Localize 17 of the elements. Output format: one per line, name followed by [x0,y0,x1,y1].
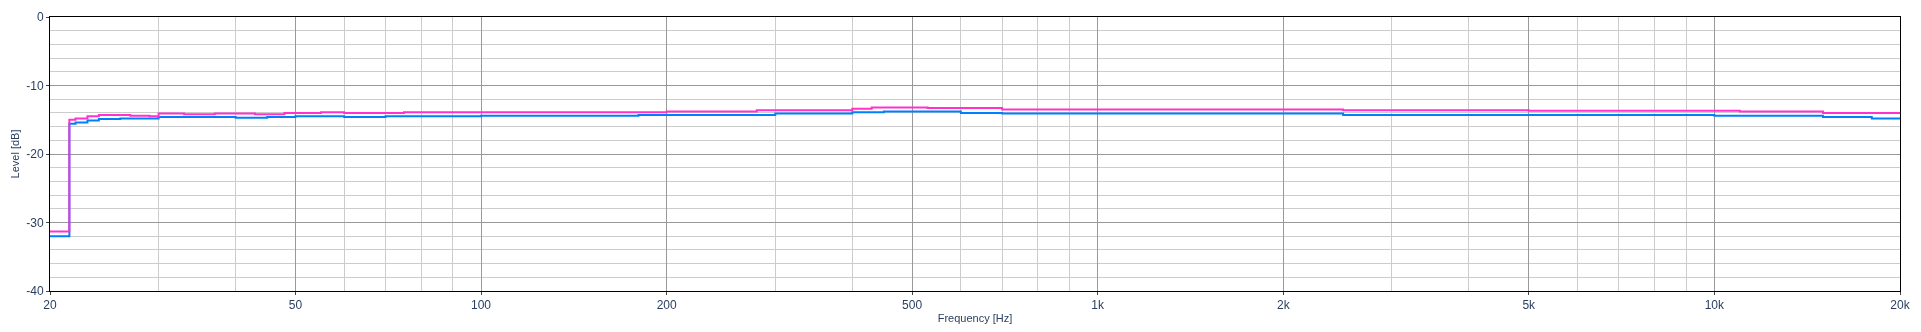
y-tick-label: -10 [26,78,44,93]
y-tick-label: 0 [36,10,44,25]
x-tick-label: 20k [1890,298,1911,313]
x-tick-label: 50 [288,298,303,313]
x-tick-label: 20 [43,298,57,313]
x-tick-label: 200 [656,298,677,313]
x-tick-label: 500 [902,298,923,313]
x-tick-label: 10k [1704,298,1726,313]
y-tick-label: -20 [26,147,44,162]
x-tick-label: 2k [1276,298,1291,313]
x-tick-label: 1k [1091,298,1106,313]
x-axis-title: Frequency [Hz] [937,311,1013,324]
y-tick-label: -40 [26,284,44,299]
x-tick-label: 100 [471,298,492,313]
y-axis-title: Level [dB] [8,129,21,179]
x-tick-label: 5k [1522,298,1537,313]
y-tick-label: -30 [26,215,44,230]
